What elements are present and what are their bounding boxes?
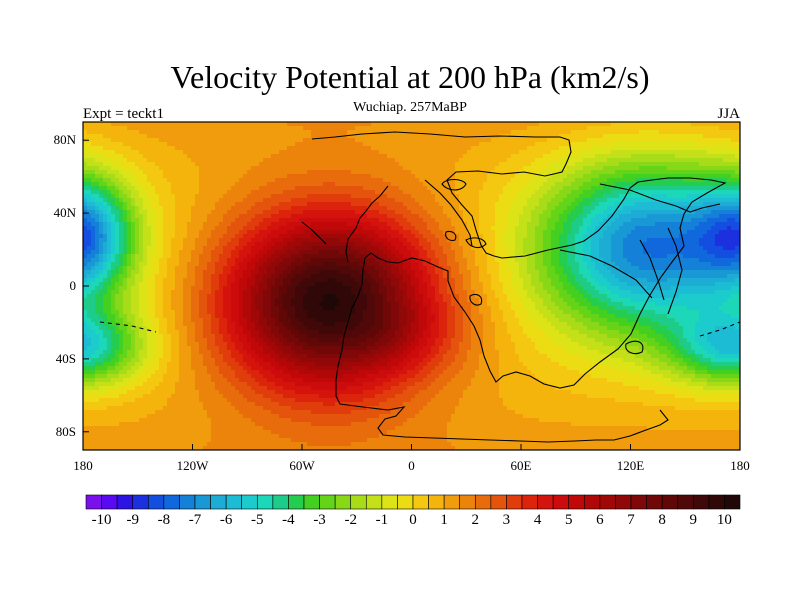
colorbar: -10 -9 -8 -7 -6 -5 -4 -3 -2 -1 0 1 2 3 4 5 6 7 8 9 10: [85, 494, 741, 528]
colorbar-swatch: [412, 494, 429, 510]
x-tick-label: 180: [73, 458, 93, 473]
x-tick-label: 180: [730, 458, 750, 473]
panthalassa-arc: [301, 221, 327, 245]
colorbar-swatch: [615, 494, 632, 510]
x-tick-label: 60W: [289, 458, 315, 473]
figure-subtitle: Wuchiap. 257MaBP: [353, 100, 467, 115]
east-island: [625, 340, 644, 355]
colorbar-swatch: [506, 494, 523, 510]
colorbar-swatch: [677, 494, 694, 510]
colorbar-swatch: [225, 494, 243, 510]
colorbar-swatch: [85, 494, 102, 510]
colorbar-swatch: [646, 494, 663, 510]
colorbar-label: 2: [472, 512, 480, 528]
northern-inner-coast: [424, 179, 473, 247]
colorbar-swatch: [724, 494, 741, 510]
colorbar-swatch: [334, 494, 352, 510]
colorbar-swatch: [428, 494, 445, 510]
colorbar-label: -10: [92, 512, 112, 528]
colorbar-swatch: [194, 494, 211, 510]
colorbar-label: 5: [565, 512, 573, 528]
colorbar-label: 7: [627, 512, 635, 528]
colorbar-label: -3: [313, 512, 326, 528]
colorbar-swatch: [552, 494, 570, 510]
east-terrane-arc-b: [639, 239, 665, 301]
colorbar-swatch: [210, 494, 227, 510]
colorbar-label: -2: [344, 512, 357, 528]
colorbar-swatch: [147, 494, 165, 510]
colorbar-label: 0: [409, 512, 417, 528]
colorbar-label: -6: [220, 512, 233, 528]
arctic-island: [441, 178, 467, 191]
map-axes: 180 120W 60W 0 60E 120E 180 80N 40N 0 40S 80S: [54, 132, 750, 473]
colorbar-swatch: [132, 494, 149, 510]
colorbar-swatch: [381, 494, 398, 510]
colorbar-swatch: [116, 494, 134, 510]
colorbar-swatch: [179, 494, 196, 510]
colorbar-swatch: [459, 494, 476, 510]
colorbar-swatch: [365, 494, 383, 510]
colorbar-swatch: [256, 494, 274, 510]
colorbar-label: 4: [534, 512, 542, 528]
colorbar-swatch: [521, 494, 538, 510]
y-tick-label: 80S: [56, 424, 76, 439]
experiment-label: Expt = teckt1: [83, 106, 164, 122]
colorbar-label: -4: [282, 512, 295, 528]
colorbar-swatch: [490, 494, 507, 510]
colorbar-swatch: [537, 494, 554, 510]
figure-title: Velocity Potential at 200 hPa (km2/s): [170, 59, 649, 95]
colorbar-label: -8: [158, 512, 171, 528]
colorbar-swatch: [661, 494, 679, 510]
colorbar-swatch: [708, 494, 725, 510]
colorbar-label: -7: [189, 512, 202, 528]
cimmerian-arc: [599, 183, 721, 213]
colorbar-swatch: [163, 494, 180, 510]
colorbar-swatch: [599, 494, 616, 510]
east-terrane-arc: [667, 227, 683, 315]
colorbar-swatch: [272, 494, 289, 510]
coastlines: [99, 131, 740, 443]
southern-island: [469, 293, 483, 306]
colorbar-swatch: [350, 494, 367, 510]
x-tick-label: 60E: [511, 458, 532, 473]
colorbar-label: 3: [503, 512, 511, 528]
colorbar-label: 9: [690, 512, 698, 528]
y-tick-label: 40N: [54, 205, 77, 220]
colorbar-label: -5: [251, 512, 264, 528]
tethys-island: [465, 237, 487, 249]
x-tick-label: 0: [408, 458, 415, 473]
colorbar-label: 1: [440, 512, 448, 528]
east-dashes: [699, 321, 740, 337]
y-tick-label: 80N: [54, 132, 77, 147]
colorbar-swatch: [397, 494, 414, 510]
x-tick-label: 120W: [177, 458, 210, 473]
colorbar-swatch: [474, 494, 492, 510]
colorbar-swatch: [443, 494, 461, 510]
colorbar-swatch: [583, 494, 601, 510]
colorbar-swatch: [101, 494, 118, 510]
colorbar-label: -1: [376, 512, 389, 528]
colorbar-swatch: [288, 494, 305, 510]
y-tick-label: 0: [70, 278, 77, 293]
season-label: JJA: [717, 106, 740, 122]
y-tick-label: 40S: [56, 351, 76, 366]
colorbar-swatch: [568, 494, 585, 510]
colorbar-label: 10: [717, 512, 732, 528]
cimmerian-arc-b: [559, 249, 653, 299]
colorbar-label: 8: [658, 512, 666, 528]
colorbar-label: 6: [596, 512, 604, 528]
western-coast-north: [345, 185, 389, 263]
velocity-potential-field: [83, 122, 740, 450]
colorbar-label: -9: [126, 512, 139, 528]
tethys-island-b: [445, 230, 457, 242]
colorbar-swatch: [692, 494, 710, 510]
colorbar-swatch: [319, 494, 336, 510]
panthalassa-dashes: [99, 321, 157, 333]
colorbar-swatch: [303, 494, 320, 510]
colorbar-swatch: [241, 494, 258, 510]
x-tick-label: 120E: [617, 458, 645, 473]
colorbar-swatch: [630, 494, 647, 510]
